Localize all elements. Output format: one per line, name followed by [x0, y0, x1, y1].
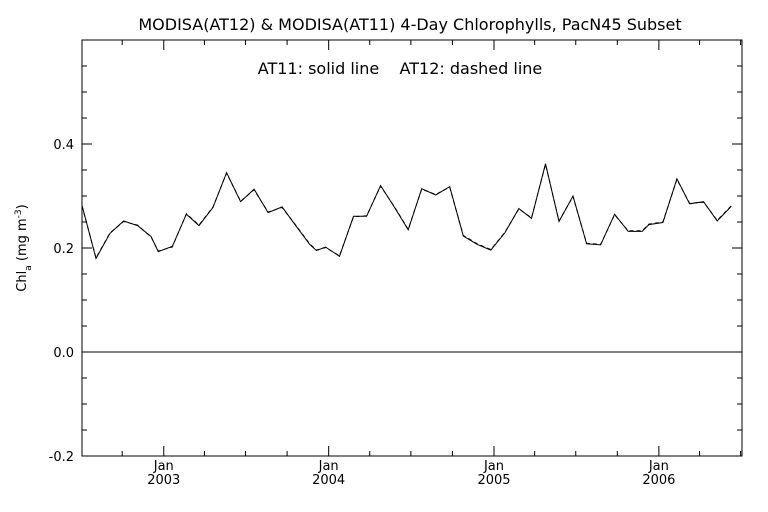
plot-frame	[81, 39, 743, 457]
x-tick-month-label: Jan	[648, 459, 669, 474]
x-tick-month-label: Jan	[483, 459, 504, 474]
y-axis-label-sub: a	[24, 265, 34, 271]
chart-title: MODISA(AT12) & MODISA(AT11) 4-Day Chloro…	[138, 15, 681, 34]
series-line-at11	[81, 163, 732, 260]
series-group	[81, 163, 732, 260]
series-line-at12	[81, 164, 732, 260]
y-tick-label: 0.0	[53, 346, 74, 361]
x-tick-month-label: Jan	[318, 459, 339, 474]
y-axis-label-main: Chl	[15, 271, 30, 292]
axis-ticks	[82, 39, 742, 457]
y-axis-label: Chla (mg m-3)	[14, 204, 34, 291]
y-tick-label: 0.2	[53, 242, 74, 257]
axis-tick-labels: -0.20.00.20.4Jan2003Jan2004Jan2005Jan200…	[49, 138, 676, 488]
y-axis-label-sup: -3	[14, 209, 24, 218]
x-tick-year-label: 2003	[147, 473, 180, 488]
legend-annotation: AT11: solid line AT12: dashed line	[258, 59, 543, 78]
x-tick-year-label: 2006	[642, 473, 675, 488]
y-axis-label-units: (mg m	[15, 218, 30, 265]
x-tick-year-label: 2004	[312, 473, 345, 488]
y-axis-label-close: )	[15, 204, 30, 209]
y-tick-label: 0.4	[53, 138, 74, 153]
svg-text:Chla (mg m-3): Chla (mg m-3)	[14, 204, 34, 291]
y-tick-label: -0.2	[49, 450, 74, 465]
x-tick-year-label: 2005	[477, 473, 510, 488]
x-tick-month-label: Jan	[153, 459, 174, 474]
